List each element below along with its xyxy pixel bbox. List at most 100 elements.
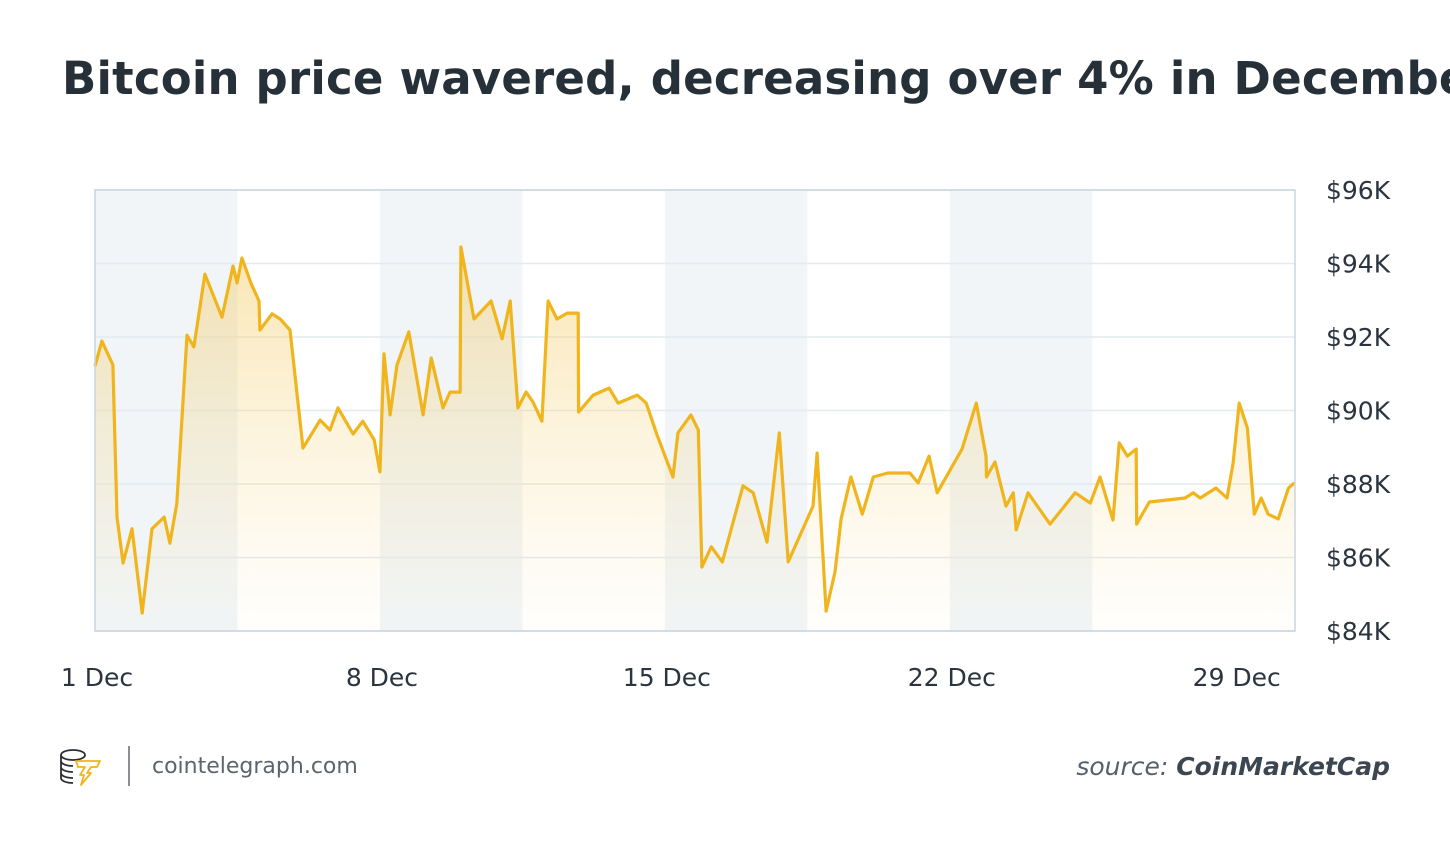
y-tick-label: $86K <box>1326 544 1391 573</box>
data-point <box>236 282 238 284</box>
cointelegraph-logo-icon <box>60 749 101 786</box>
data-point <box>122 562 124 564</box>
data-point <box>1126 455 1129 457</box>
y-axis: $96K $94K $92K $90K $88K $86K $84K <box>1326 176 1391 646</box>
data-point <box>985 455 987 457</box>
data-point <box>721 561 724 563</box>
data-point <box>1184 497 1186 499</box>
data-point <box>701 566 703 568</box>
data-point <box>112 364 114 366</box>
data-point <box>975 402 978 404</box>
x-tick-label: 1 Dec <box>61 663 133 692</box>
data-point <box>337 407 339 409</box>
data-point <box>501 338 503 340</box>
y-tick-label: $90K <box>1326 397 1391 426</box>
data-point <box>204 273 206 275</box>
data-point <box>872 476 875 478</box>
x-axis: 1 Dec 8 Dec 15 Dec 22 Dec 29 Dec <box>61 663 1281 692</box>
data-point <box>917 482 919 484</box>
data-point <box>1253 513 1256 515</box>
data-point <box>1005 505 1007 507</box>
source-name: CoinMarketCap <box>1176 752 1390 781</box>
y-tick-label: $94K <box>1326 250 1391 279</box>
x-tick-label: 8 Dec <box>346 663 418 692</box>
data-point <box>690 414 692 416</box>
data-point <box>352 433 354 435</box>
data-point <box>396 364 398 366</box>
data-point <box>525 391 527 393</box>
data-point <box>1049 523 1051 525</box>
data-point <box>825 610 827 612</box>
data-point <box>1238 402 1241 404</box>
data-point <box>101 340 103 342</box>
data-point <box>517 407 519 409</box>
data-point <box>1287 487 1290 489</box>
data-point <box>787 561 790 563</box>
data-point <box>449 391 451 393</box>
x-tick-label: 15 Dec <box>623 663 711 692</box>
data-point <box>766 541 768 543</box>
data-point <box>1192 492 1195 494</box>
data-point <box>778 432 781 434</box>
data-point <box>936 492 938 494</box>
data-point <box>1074 492 1076 494</box>
data-point <box>131 528 133 530</box>
data-point <box>408 331 410 333</box>
data-point <box>279 318 282 320</box>
data-point <box>1267 513 1269 515</box>
plot-series <box>93 245 1296 631</box>
data-point <box>861 513 864 515</box>
data-point <box>176 503 178 505</box>
data-point <box>289 329 291 331</box>
data-point <box>677 432 679 434</box>
data-point <box>547 300 549 302</box>
data-point <box>1135 523 1138 525</box>
chart-title: Bitcoin price wavered, decreasing over 4… <box>62 52 1450 105</box>
data-point <box>710 546 713 548</box>
data-point <box>221 316 223 318</box>
data-point <box>271 313 273 315</box>
site-url: cointelegraph.com <box>152 753 358 779</box>
data-point <box>556 318 558 320</box>
footer-divider <box>128 746 130 786</box>
data-point <box>577 312 579 314</box>
data-point <box>389 414 391 416</box>
data-point <box>1226 497 1228 499</box>
data-point <box>1118 442 1120 444</box>
data-point <box>1089 502 1092 504</box>
data-point <box>1215 487 1217 489</box>
data-point <box>250 282 252 284</box>
data-point <box>592 394 595 396</box>
plot-frame <box>94 189 1296 632</box>
data-point <box>834 571 836 573</box>
data-point <box>1199 497 1201 499</box>
data-point <box>985 476 988 478</box>
data-point <box>608 387 610 389</box>
data-point <box>1232 462 1234 464</box>
data-point <box>961 448 963 450</box>
data-point <box>430 357 433 359</box>
data-point <box>816 452 818 454</box>
data-point <box>672 476 674 478</box>
data-point <box>116 516 118 518</box>
data-point <box>645 402 647 404</box>
data-point <box>1277 518 1280 520</box>
data-point <box>473 318 475 320</box>
data-point <box>994 461 996 463</box>
data-point <box>151 528 153 530</box>
data-point <box>850 476 852 478</box>
data-point <box>1260 497 1263 499</box>
data-point <box>319 419 321 421</box>
data-point <box>909 472 911 474</box>
data-point <box>1027 492 1029 494</box>
data-point <box>532 401 534 403</box>
source-credit: source: CoinMarketCap <box>1076 752 1390 781</box>
data-point <box>1015 529 1017 531</box>
price-area <box>95 247 1295 631</box>
data-point <box>509 300 511 302</box>
x-tick-label: 29 Dec <box>1193 663 1281 692</box>
data-point <box>379 471 381 473</box>
data-point <box>656 434 658 436</box>
data-point <box>1135 448 1138 450</box>
data-point <box>329 429 331 431</box>
